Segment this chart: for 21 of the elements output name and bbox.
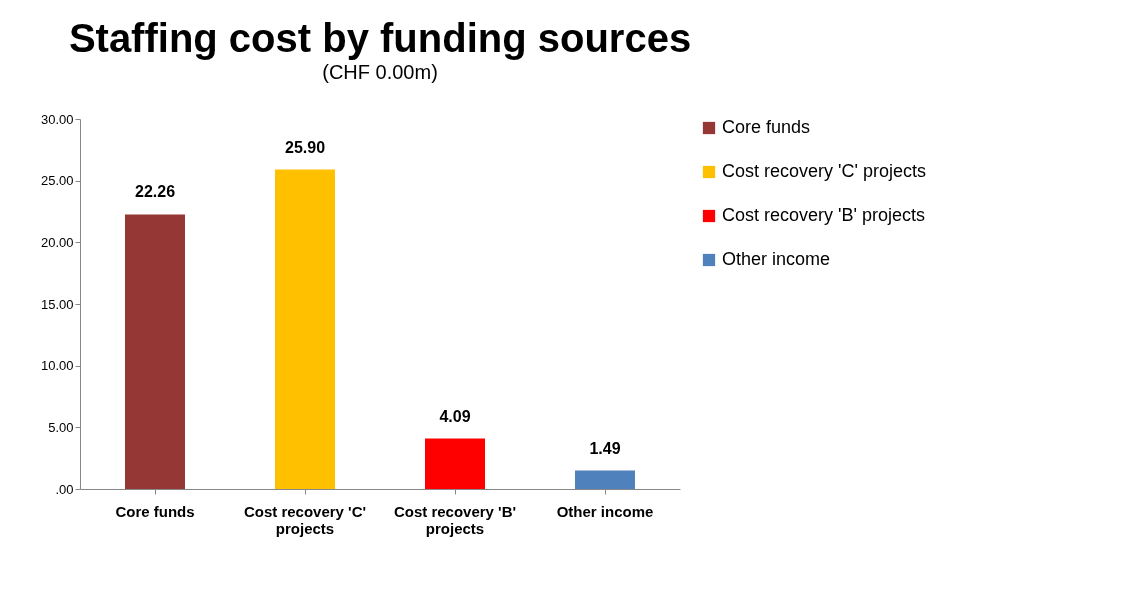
y-tick-label: 25.00 xyxy=(40,173,74,189)
legend-label: Cost recovery 'B' projects xyxy=(722,205,925,225)
legend-label: Cost recovery 'C' projects xyxy=(722,161,926,181)
y-tick-label: 30.00 xyxy=(40,111,74,127)
x-tick-label: Other income xyxy=(556,502,654,520)
x-tick-label: Cost recovery 'C' projects xyxy=(243,502,367,537)
data-label: 1.49 xyxy=(589,439,621,457)
legend-label: Other income xyxy=(722,249,831,269)
legend-label: Core funds xyxy=(722,117,811,137)
data-label: 4.09 xyxy=(439,407,471,425)
y-tick-label: 10.00 xyxy=(40,358,74,374)
x-tick-label: Core funds xyxy=(115,502,195,520)
data-label: 25.90 xyxy=(284,138,326,156)
y-tick-label: 15.00 xyxy=(40,296,74,312)
data-label: 22.26 xyxy=(134,183,176,201)
y-tick-label: 20.00 xyxy=(40,234,74,250)
y-tick-label: 5.00 xyxy=(48,419,74,435)
y-tick-label: .00 xyxy=(55,481,74,497)
chart-title: Staffing cost by funding sources xyxy=(68,16,692,60)
x-tick-label: Cost recovery 'B' projects xyxy=(393,502,517,537)
chart-subtitle: (CHF 0.00m) xyxy=(322,61,438,83)
